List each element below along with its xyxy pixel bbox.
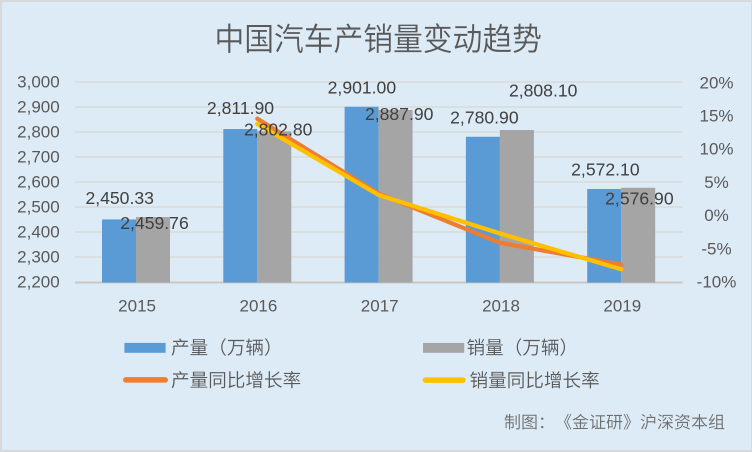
svg-text:2,900: 2,900 bbox=[17, 98, 60, 117]
svg-text:2,808.10: 2,808.10 bbox=[509, 80, 578, 100]
svg-text:-5%: -5% bbox=[701, 239, 731, 258]
svg-text:2,572.10: 2,572.10 bbox=[571, 160, 640, 180]
svg-text:2,450.33: 2,450.33 bbox=[85, 188, 154, 208]
svg-text:2019: 2019 bbox=[603, 297, 641, 316]
svg-text:2,780.90: 2,780.90 bbox=[450, 108, 519, 128]
svg-text:20%: 20% bbox=[699, 73, 733, 92]
svg-text:-10%: -10% bbox=[697, 272, 737, 291]
svg-text:2,901.00: 2,901.00 bbox=[328, 78, 397, 98]
svg-text:2017: 2017 bbox=[361, 297, 399, 316]
svg-text:2,500: 2,500 bbox=[17, 198, 60, 217]
svg-text:0%: 0% bbox=[704, 206, 729, 225]
svg-text:3,000: 3,000 bbox=[17, 73, 60, 92]
svg-text:2,200: 2,200 bbox=[17, 273, 60, 292]
svg-text:2015: 2015 bbox=[118, 297, 156, 316]
svg-text:10%: 10% bbox=[699, 140, 733, 159]
svg-text:2,802.80: 2,802.80 bbox=[244, 120, 313, 140]
svg-text:2,811.90: 2,811.90 bbox=[207, 98, 274, 118]
svg-text:2,459.76: 2,459.76 bbox=[120, 213, 189, 233]
svg-text:2,600: 2,600 bbox=[17, 173, 60, 192]
svg-text:2,400: 2,400 bbox=[17, 223, 60, 242]
svg-text:5%: 5% bbox=[704, 173, 729, 192]
svg-text:2,800: 2,800 bbox=[17, 123, 60, 142]
svg-text:2,576.90: 2,576.90 bbox=[605, 188, 674, 208]
svg-text:15%: 15% bbox=[699, 107, 733, 126]
svg-text:2,887.90: 2,887.90 bbox=[365, 104, 434, 124]
svg-text:2016: 2016 bbox=[239, 297, 277, 316]
svg-text:2,700: 2,700 bbox=[17, 148, 60, 167]
svg-text:2,300: 2,300 bbox=[17, 248, 60, 267]
svg-text:2018: 2018 bbox=[482, 297, 520, 316]
